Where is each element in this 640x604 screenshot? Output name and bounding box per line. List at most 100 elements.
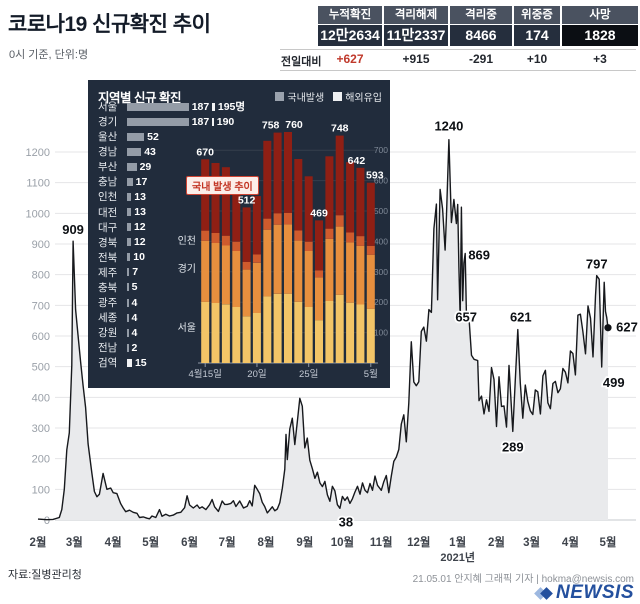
region-row: 울산 52 <box>98 130 386 144</box>
domestic-bar <box>127 268 130 277</box>
stat-delta: +915 <box>402 52 430 66</box>
region-value: 190 <box>216 115 235 128</box>
stat-col-cumulative: 누적확진 12만2634 +627 <box>318 6 382 69</box>
area-fill <box>38 139 608 520</box>
stat-value: 1828 <box>562 25 638 46</box>
y-tick-label: 100 <box>32 484 50 496</box>
stat-value: 8466 <box>450 25 512 46</box>
region-value: 43 <box>144 145 156 158</box>
region-value: 5 <box>131 281 138 294</box>
annotations: 909 38 1240 869 657 621 289 797 499 627 <box>60 117 639 531</box>
latest-point-dot <box>604 324 612 332</box>
domestic-bar <box>127 238 131 247</box>
imported-bar <box>212 117 214 126</box>
region-name: 충북 <box>98 281 118 294</box>
region-row: 전남 2 <box>98 341 386 355</box>
delta-row-rule <box>280 49 636 71</box>
annotation-1240: 1240 <box>434 119 463 134</box>
x-tick-label: 9월 <box>296 535 313 549</box>
imported-bar <box>127 358 132 367</box>
region-row: 충남 17 <box>98 175 386 189</box>
y-tick-label: 600 <box>32 331 50 343</box>
domestic-bar <box>127 313 129 322</box>
pointer-label-gyeonggi: 경기 <box>177 264 196 275</box>
stat-value: 174 <box>514 25 560 46</box>
region-row: 충북 5 <box>98 281 386 294</box>
region-domestic-value: 187 <box>191 100 210 113</box>
credit: 21.05.01 안지혜 그래픽 기자 | hokma@newsis.com <box>412 574 634 585</box>
domestic-bar <box>127 328 129 337</box>
x-tick-label: 4월 <box>562 535 579 549</box>
region-row: 세종 4 <box>98 311 386 325</box>
region-row: 서울 187 195명 <box>98 100 386 114</box>
region-panel: 지역별 신규 확진 국내발생 해외유입 서울 187 195명 경기 187 190 울산 5… <box>88 80 390 388</box>
legend: 국내발생 해외유입 <box>275 89 382 104</box>
region-name: 검역 <box>98 357 118 370</box>
annotation-621: 621 <box>510 310 532 325</box>
y-tick-label: 400 <box>32 392 50 404</box>
y-tick-label: 300 <box>32 423 50 435</box>
region-value: 13 <box>134 206 146 219</box>
y-tick-label: 500 <box>32 362 50 374</box>
region-name: 울산 <box>98 131 118 144</box>
annotation-909: 909 <box>62 222 84 237</box>
annotation-657: 657 <box>455 310 477 325</box>
stat-value: 11만2337 <box>384 25 448 46</box>
region-row: 경북 12 <box>98 236 386 249</box>
region-value: 4 <box>131 326 138 339</box>
legend-item-domestic: 국내발생 <box>275 89 324 104</box>
annotation-627: 627 <box>616 320 638 335</box>
y-tick-label: 200 <box>32 454 50 466</box>
pointer-label-seoul: 서울 <box>177 323 196 334</box>
stat-col-released: 격리해제 11만2337 +915 <box>384 6 448 69</box>
region-name: 경기 <box>98 116 118 129</box>
domestic-bar <box>127 298 129 307</box>
x-tick-label: 5월 <box>364 368 378 380</box>
region-value: 195명 <box>217 101 246 113</box>
region-domestic-value: 187 <box>191 115 210 128</box>
region-name: 충남 <box>98 176 118 189</box>
stat-header: 격리중 <box>450 6 512 24</box>
domestic-swatch-icon <box>275 92 285 101</box>
x-tick-label: 5월 <box>142 535 159 549</box>
y-tick-label: 1200 <box>26 147 50 159</box>
region-value: 4 <box>131 296 138 309</box>
compare-label: 전일대비 <box>281 56 322 68</box>
legend-label: 해외유입 <box>345 93 382 104</box>
stat-header: 위중증 <box>514 6 560 24</box>
x-tick-label: 8월 <box>258 535 275 549</box>
x-tick-label: 7월 <box>219 535 236 549</box>
x-tick-label: 6월 <box>181 535 198 549</box>
y-tick-label: 1100 <box>26 178 50 190</box>
x-tick-label: 12월 <box>407 535 430 549</box>
stat-col-deaths: 사망 1828 +3 <box>562 6 638 69</box>
domestic-bar <box>127 162 137 171</box>
region-row: 제주 7 <box>98 266 386 279</box>
x-tick-label: 2월 <box>30 535 47 549</box>
pointer-label-incheon: 인천 <box>177 236 196 247</box>
imported-bar <box>212 102 215 111</box>
y-tick-label: 700 <box>32 300 50 312</box>
annotation-289: 289 <box>502 439 524 454</box>
trend-line <box>37 139 609 521</box>
stat-delta: -291 <box>468 52 494 66</box>
x-axis: 2월 3월 4월 5월 6월 7월 8월 9월 10월 11월 12월 1월 2월 3월 4월 5월 2021년 <box>30 535 617 564</box>
subtitle: 0시 기준, 단위:명 <box>9 49 89 61</box>
region-name: 부산 <box>98 161 118 174</box>
stat-delta: +627 <box>336 52 364 66</box>
region-value: 29 <box>139 160 152 173</box>
domestic-bar <box>127 177 133 186</box>
x-tick-label: 25일 <box>299 369 318 380</box>
region-name: 강원 <box>98 327 118 340</box>
region-name: 대구 <box>98 221 118 234</box>
legend-label: 국내발생 <box>287 93 325 104</box>
region-row: 대구 12 <box>98 221 386 234</box>
year-label: 2021년 <box>440 550 475 564</box>
x-tick-label: 20일 <box>247 369 266 380</box>
region-value: 2 <box>131 341 138 354</box>
legend-item-imported: 해외유입 <box>333 89 382 104</box>
stat-delta: +3 <box>593 52 607 66</box>
x-tick-label: 11월 <box>370 535 393 549</box>
region-value: 4 <box>131 311 138 324</box>
region-name: 광주 <box>98 297 118 310</box>
